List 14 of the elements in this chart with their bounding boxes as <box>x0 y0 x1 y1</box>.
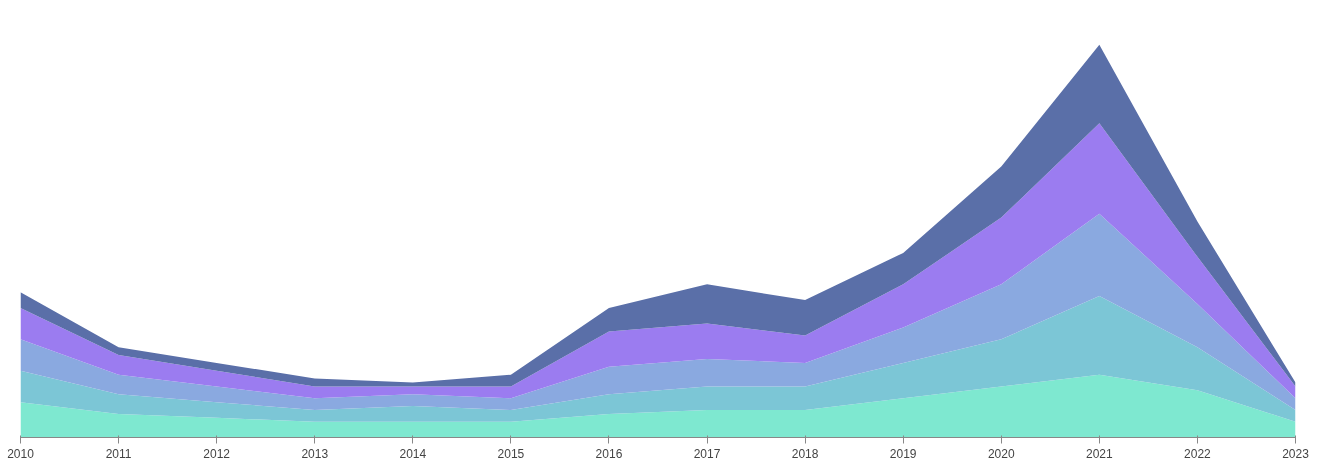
x-tick-label: 2012 <box>203 446 231 461</box>
x-tick-label: 2021 <box>1086 446 1114 461</box>
x-tick-label: 2020 <box>987 446 1015 461</box>
x-tick-label: 2019 <box>889 446 917 461</box>
x-tick-label: 2015 <box>497 446 525 461</box>
x-tick-label: 2018 <box>791 446 819 461</box>
x-tick-label: 2022 <box>1184 446 1212 461</box>
x-tick-label: 2016 <box>595 446 623 461</box>
x-tick-label: 2014 <box>399 446 427 461</box>
x-tick-label: 2017 <box>693 446 721 461</box>
x-tick-label: 2013 <box>301 446 329 461</box>
x-tick-label: 2010 <box>7 446 35 461</box>
x-tick-label: 2011 <box>105 446 132 461</box>
x-tick-label: 2023 <box>1282 446 1310 461</box>
